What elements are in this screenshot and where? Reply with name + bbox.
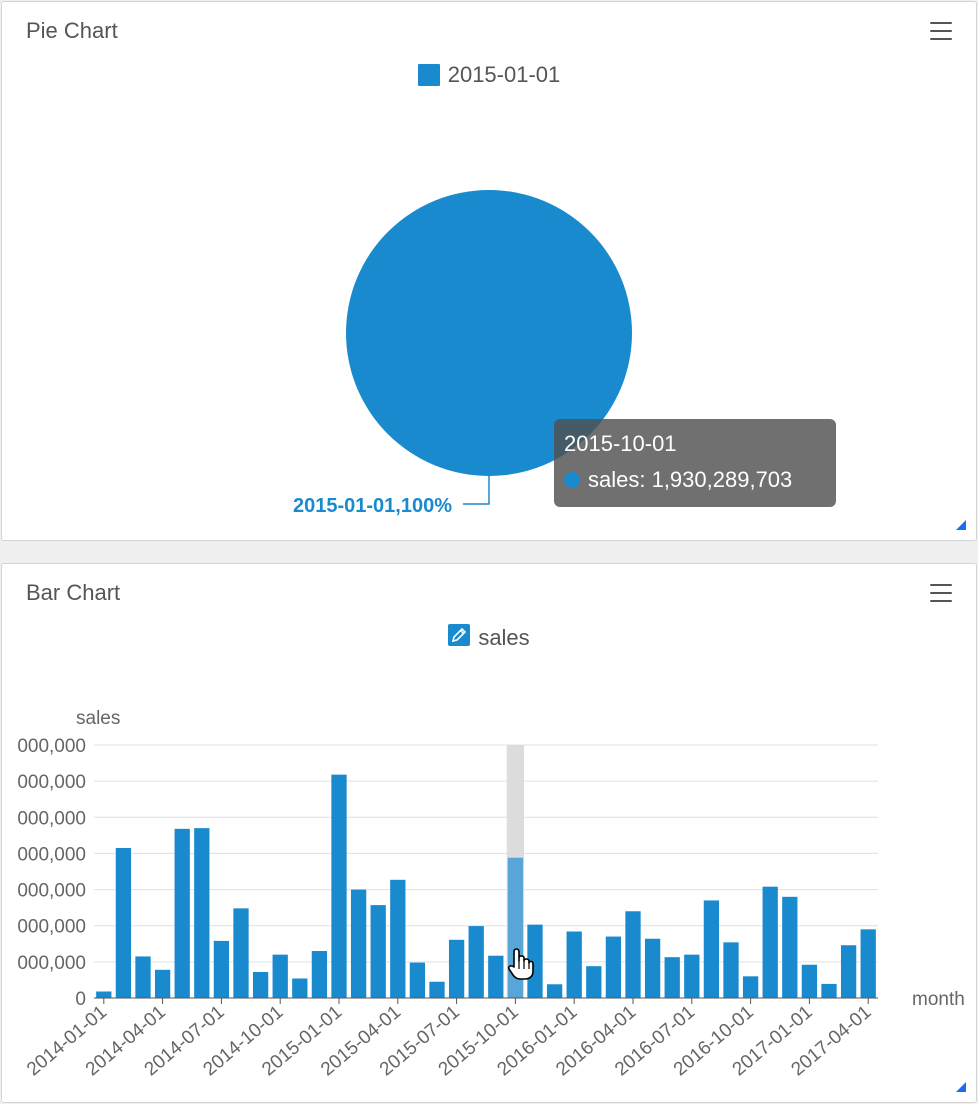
bar[interactable] bbox=[488, 955, 504, 998]
pie-panel-title: Pie Chart bbox=[26, 18, 118, 43]
bar[interactable] bbox=[821, 983, 837, 998]
x-axis-title: month bbox=[912, 989, 965, 1010]
bar[interactable] bbox=[448, 939, 465, 998]
bar[interactable] bbox=[723, 942, 739, 998]
y-tick-label: 000,000 bbox=[17, 772, 86, 793]
resize-handle-icon[interactable] bbox=[956, 1082, 966, 1092]
y-tick-label: 000,000 bbox=[17, 881, 86, 902]
y-tick-label: 000,000 bbox=[17, 844, 86, 865]
bar[interactable] bbox=[233, 908, 249, 998]
bar[interactable] bbox=[586, 966, 602, 998]
bar[interactable] bbox=[625, 911, 641, 998]
pie-slice[interactable] bbox=[346, 190, 632, 476]
menu-icon[interactable] bbox=[930, 584, 952, 602]
tooltip-value: sales: 1,930,289,703 bbox=[588, 467, 793, 492]
bar[interactable] bbox=[644, 938, 661, 998]
tooltip-series-dot-icon bbox=[564, 472, 580, 488]
edit-icon bbox=[448, 624, 471, 652]
tooltip-date: 2015-10-01 bbox=[564, 431, 677, 456]
bar[interactable] bbox=[409, 962, 426, 998]
bar[interactable] bbox=[762, 886, 778, 998]
bar[interactable] bbox=[292, 978, 308, 998]
bar[interactable] bbox=[331, 774, 347, 998]
bar-panel-title: Bar Chart bbox=[26, 580, 121, 605]
pie-legend: 2015-01-01 bbox=[2, 62, 976, 92]
pie-slice-label: 2015-01-01,100% bbox=[293, 495, 452, 517]
bar[interactable] bbox=[684, 954, 700, 998]
bar[interactable] bbox=[252, 971, 269, 998]
bar[interactable] bbox=[664, 957, 680, 998]
pie-legend-label: 2015-01-01 bbox=[447, 62, 561, 87]
bar[interactable] bbox=[860, 929, 876, 998]
menu-icon[interactable] bbox=[930, 22, 952, 40]
bar[interactable] bbox=[213, 940, 230, 998]
bar[interactable] bbox=[174, 828, 190, 998]
bar[interactable] bbox=[605, 936, 622, 998]
bar[interactable] bbox=[350, 889, 367, 998]
bar[interactable] bbox=[135, 956, 151, 998]
bar[interactable] bbox=[566, 931, 582, 998]
bar[interactable] bbox=[272, 954, 288, 998]
bar[interactable] bbox=[527, 924, 543, 998]
y-tick-label: 000,000 bbox=[17, 953, 86, 974]
bar[interactable] bbox=[370, 905, 386, 998]
bar[interactable] bbox=[429, 981, 445, 998]
chart-tooltip: 2015-10-01 sales: 1,930,289,703 bbox=[554, 419, 836, 507]
bar[interactable] bbox=[96, 991, 112, 998]
y-tick-label: 000,000 bbox=[17, 736, 86, 757]
bar[interactable] bbox=[154, 969, 171, 998]
y-tick-label: 000,000 bbox=[17, 808, 86, 829]
bar[interactable] bbox=[311, 951, 328, 998]
hand-pointer-icon bbox=[506, 947, 536, 986]
pie-legend-item[interactable]: 2015-01-01 bbox=[417, 62, 561, 88]
bar[interactable] bbox=[742, 976, 759, 998]
bar[interactable] bbox=[703, 900, 720, 998]
bar[interactable] bbox=[546, 984, 563, 998]
y-tick-label: 0 bbox=[75, 989, 86, 1010]
bar-legend-item[interactable]: sales bbox=[448, 624, 530, 652]
legend-swatch-icon bbox=[417, 64, 440, 86]
bar-chart-panel: Bar Chart sales bbox=[1, 563, 977, 1103]
bar[interactable] bbox=[115, 848, 132, 998]
resize-handle-icon[interactable] bbox=[956, 520, 966, 530]
bar-legend-label: sales bbox=[478, 625, 530, 650]
y-axis-title: sales bbox=[76, 708, 120, 729]
bar[interactable] bbox=[840, 945, 857, 998]
bar[interactable] bbox=[801, 964, 818, 998]
bar[interactable] bbox=[782, 896, 798, 998]
bar[interactable] bbox=[468, 926, 484, 998]
bar[interactable] bbox=[194, 828, 210, 998]
bar[interactable] bbox=[390, 879, 406, 998]
bar-legend: sales bbox=[2, 624, 976, 652]
y-tick-label: 000,000 bbox=[17, 917, 86, 938]
pie-label-line bbox=[463, 476, 490, 505]
